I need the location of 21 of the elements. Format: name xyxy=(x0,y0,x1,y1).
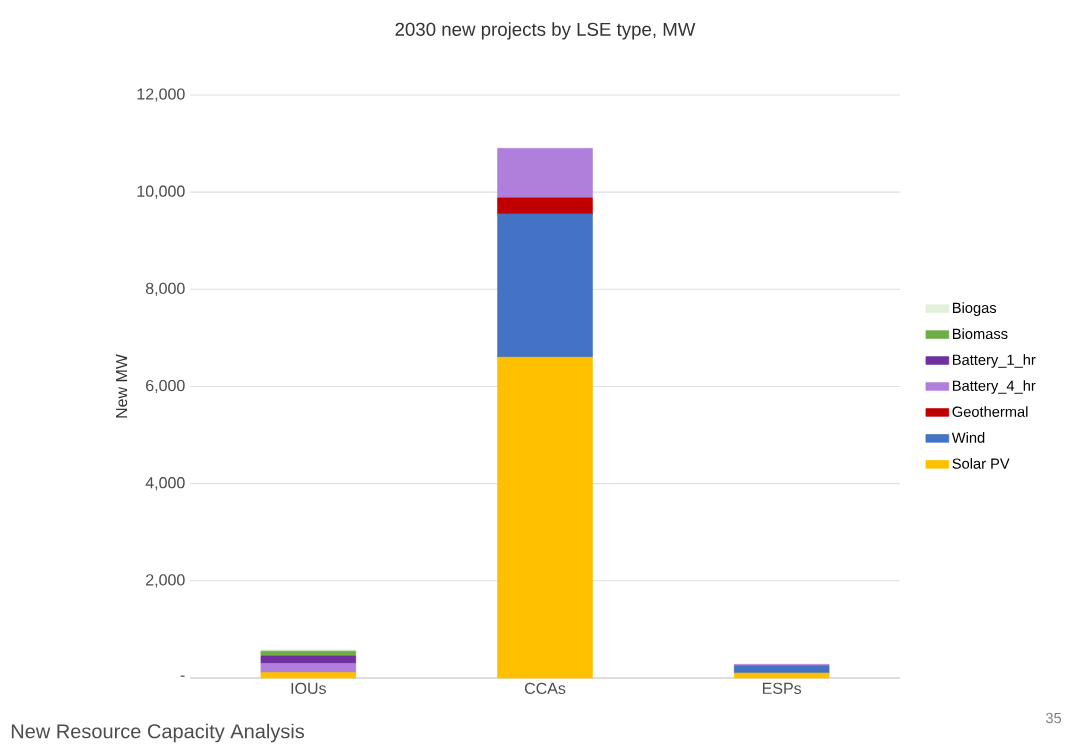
y-tick-label: 6,000 xyxy=(146,379,185,394)
chart-title: 2030 new projects by LSE type, MW xyxy=(395,22,696,40)
y-tick-label: 12,000 xyxy=(137,88,185,102)
y-tick-label: 2,000 xyxy=(146,574,185,588)
y-tick-label: - xyxy=(180,675,185,677)
legend-label: Battery_4_hr xyxy=(953,380,1036,394)
y-axis-title: New MW xyxy=(116,354,128,418)
legend-label: Wind xyxy=(951,432,985,443)
y-tick-label: 4,000 xyxy=(145,477,185,491)
y-tick-label: 8,000 xyxy=(145,282,185,296)
x-tick-label: IOUs xyxy=(291,682,326,695)
legend-label: Battery_1_hr xyxy=(953,354,1036,368)
legend-label: Solar PV xyxy=(952,458,1010,469)
text: New Resource Capacity Analysis xyxy=(11,723,305,743)
y-tick-label: 10,000 xyxy=(137,185,185,199)
x-tick-label: ESPs xyxy=(762,682,802,695)
text: 35 xyxy=(1045,712,1062,724)
legend-label: Geothermal xyxy=(952,406,1028,417)
legend-label: Biogas xyxy=(953,302,997,316)
x-tick-label: CCAs xyxy=(524,682,566,695)
legend-label: Biomass xyxy=(953,328,1008,340)
